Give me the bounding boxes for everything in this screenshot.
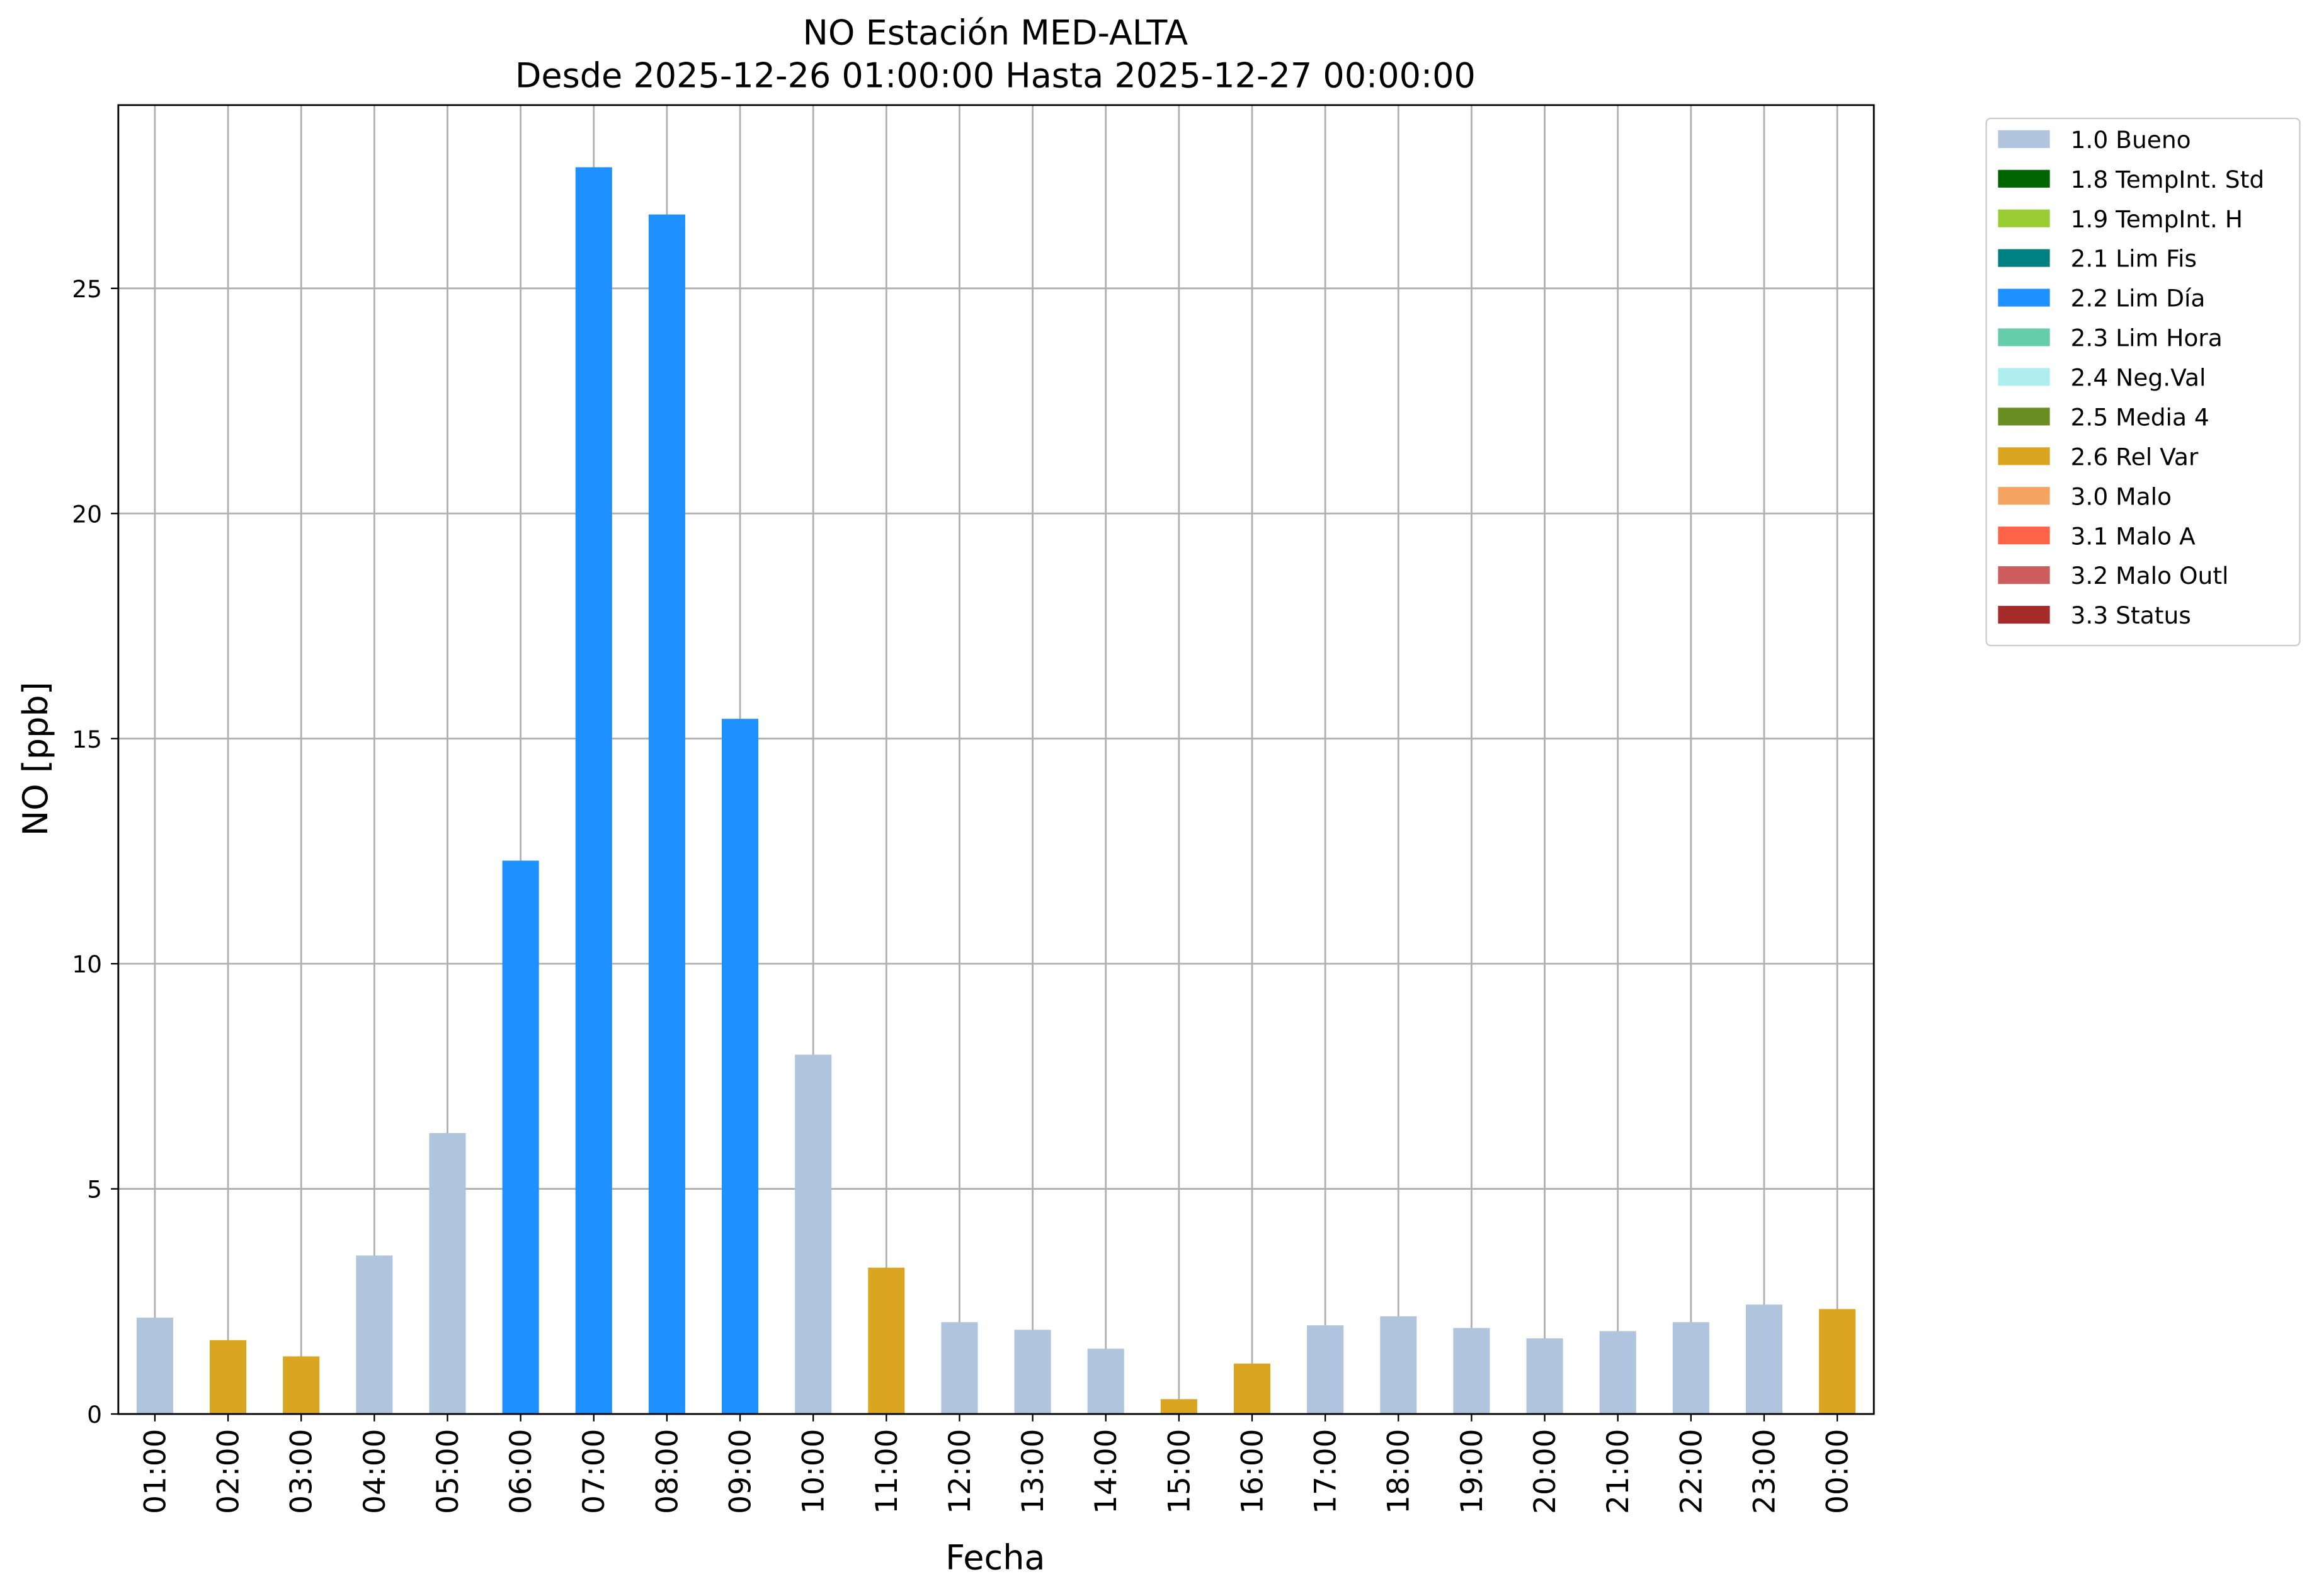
bar (795, 1054, 832, 1415)
y-tick-label: 20 (72, 500, 102, 528)
x-tick-label: 00:00 (1821, 1429, 1855, 1514)
legend-swatch (1998, 605, 2050, 624)
x-tick-label: 06:00 (504, 1429, 538, 1514)
legend-swatch (1998, 487, 2050, 505)
legend-swatch (1998, 288, 2050, 307)
legend-swatch (1998, 249, 2050, 267)
x-tick-label: 12:00 (943, 1429, 977, 1514)
legend-label: 3.3 Status (2071, 601, 2191, 629)
x-tick-label: 13:00 (1016, 1429, 1051, 1514)
bar (1380, 1316, 1417, 1415)
legend-label: 2.4 Neg.Val (2071, 364, 2206, 392)
legend-label: 2.2 Lim Día (2071, 285, 2206, 312)
x-tick-label: 15:00 (1162, 1429, 1197, 1514)
bar (722, 719, 759, 1415)
x-tick-label: 21:00 (1601, 1429, 1636, 1514)
bar (1453, 1328, 1490, 1415)
legend-label: 3.1 Malo A (2071, 522, 2196, 550)
legend-swatch (1998, 130, 2050, 148)
x-tick-label: 16:00 (1235, 1429, 1270, 1514)
x-tick-label: 07:00 (577, 1429, 612, 1514)
x-tick-label: 23:00 (1747, 1429, 1782, 1514)
chart-title: NO Estación MED-ALTA (803, 13, 1188, 53)
legend-label: 2.5 Media 4 (2071, 403, 2209, 431)
chart-subtitle: Desde 2025-12-26 01:00:00 Hasta 2025-12-… (515, 56, 1476, 96)
legend-swatch (1998, 566, 2050, 584)
legend-swatch (1998, 209, 2050, 227)
bar (1526, 1338, 1563, 1415)
bar (1745, 1304, 1783, 1415)
x-tick-label: 10:00 (797, 1429, 831, 1514)
legend-label: 3.0 Malo (2071, 482, 2172, 510)
bar (1014, 1330, 1051, 1415)
x-tick-label: 01:00 (138, 1429, 173, 1514)
y-axis-label: NO [ppb] (16, 681, 55, 836)
legend-label: 1.8 TempInt. Std (2071, 166, 2265, 193)
legend-label: 1.0 Bueno (2071, 126, 2191, 154)
legend-label: 3.2 Malo Outl (2071, 562, 2229, 590)
y-tick-label: 10 (72, 950, 102, 978)
bar (1160, 1399, 1197, 1415)
x-tick-label: 14:00 (1089, 1429, 1124, 1514)
x-tick-label: 08:00 (650, 1429, 685, 1514)
legend-label: 1.9 TempInt. H (2071, 205, 2243, 233)
bar (575, 167, 612, 1415)
legend-label: 2.1 Lim Fis (2071, 245, 2197, 273)
legend-swatch (1998, 368, 2050, 386)
x-tick-label: 02:00 (212, 1429, 246, 1514)
x-tick-label: 20:00 (1528, 1429, 1563, 1514)
bar (1672, 1322, 1709, 1415)
legend-label: 2.3 Lim Hora (2071, 324, 2223, 352)
bar (429, 1132, 466, 1415)
y-tick-label: 0 (87, 1401, 102, 1428)
y-tick-label: 25 (72, 275, 102, 303)
legend-label: 2.6 Rel Var (2071, 443, 2199, 470)
x-tick-label: 18:00 (1382, 1429, 1416, 1514)
y-tick-label: 15 (72, 726, 102, 753)
bar (502, 860, 539, 1415)
x-tick-label: 04:00 (358, 1429, 392, 1514)
legend-swatch (1998, 328, 2050, 346)
x-tick-label: 09:00 (723, 1429, 758, 1514)
bar (210, 1340, 247, 1415)
x-tick-label: 22:00 (1674, 1429, 1709, 1514)
bar (1599, 1331, 1636, 1415)
x-axis-label: Fecha (945, 1538, 1045, 1578)
x-tick-label: 03:00 (285, 1429, 319, 1514)
legend-swatch (1998, 169, 2050, 188)
bar (283, 1356, 320, 1415)
bar (648, 214, 685, 1415)
plot-frame (117, 104, 1875, 1415)
x-tick-label: 11:00 (870, 1429, 904, 1514)
legend-swatch (1998, 447, 2050, 465)
y-tick-label: 5 (87, 1176, 102, 1204)
legend-swatch (1998, 408, 2050, 426)
bar (1819, 1309, 1856, 1415)
bar (356, 1255, 393, 1415)
bar (941, 1322, 978, 1415)
x-tick-label: 17:00 (1309, 1429, 1343, 1514)
bar (1233, 1363, 1271, 1415)
bar (868, 1267, 905, 1415)
x-tick-label: 05:00 (431, 1429, 465, 1514)
bar (1087, 1348, 1124, 1415)
legend-swatch (1998, 527, 2050, 545)
bar (136, 1318, 173, 1415)
x-tick-label: 19:00 (1455, 1429, 1490, 1514)
legend-box (1985, 117, 2301, 647)
bar (1307, 1325, 1344, 1415)
